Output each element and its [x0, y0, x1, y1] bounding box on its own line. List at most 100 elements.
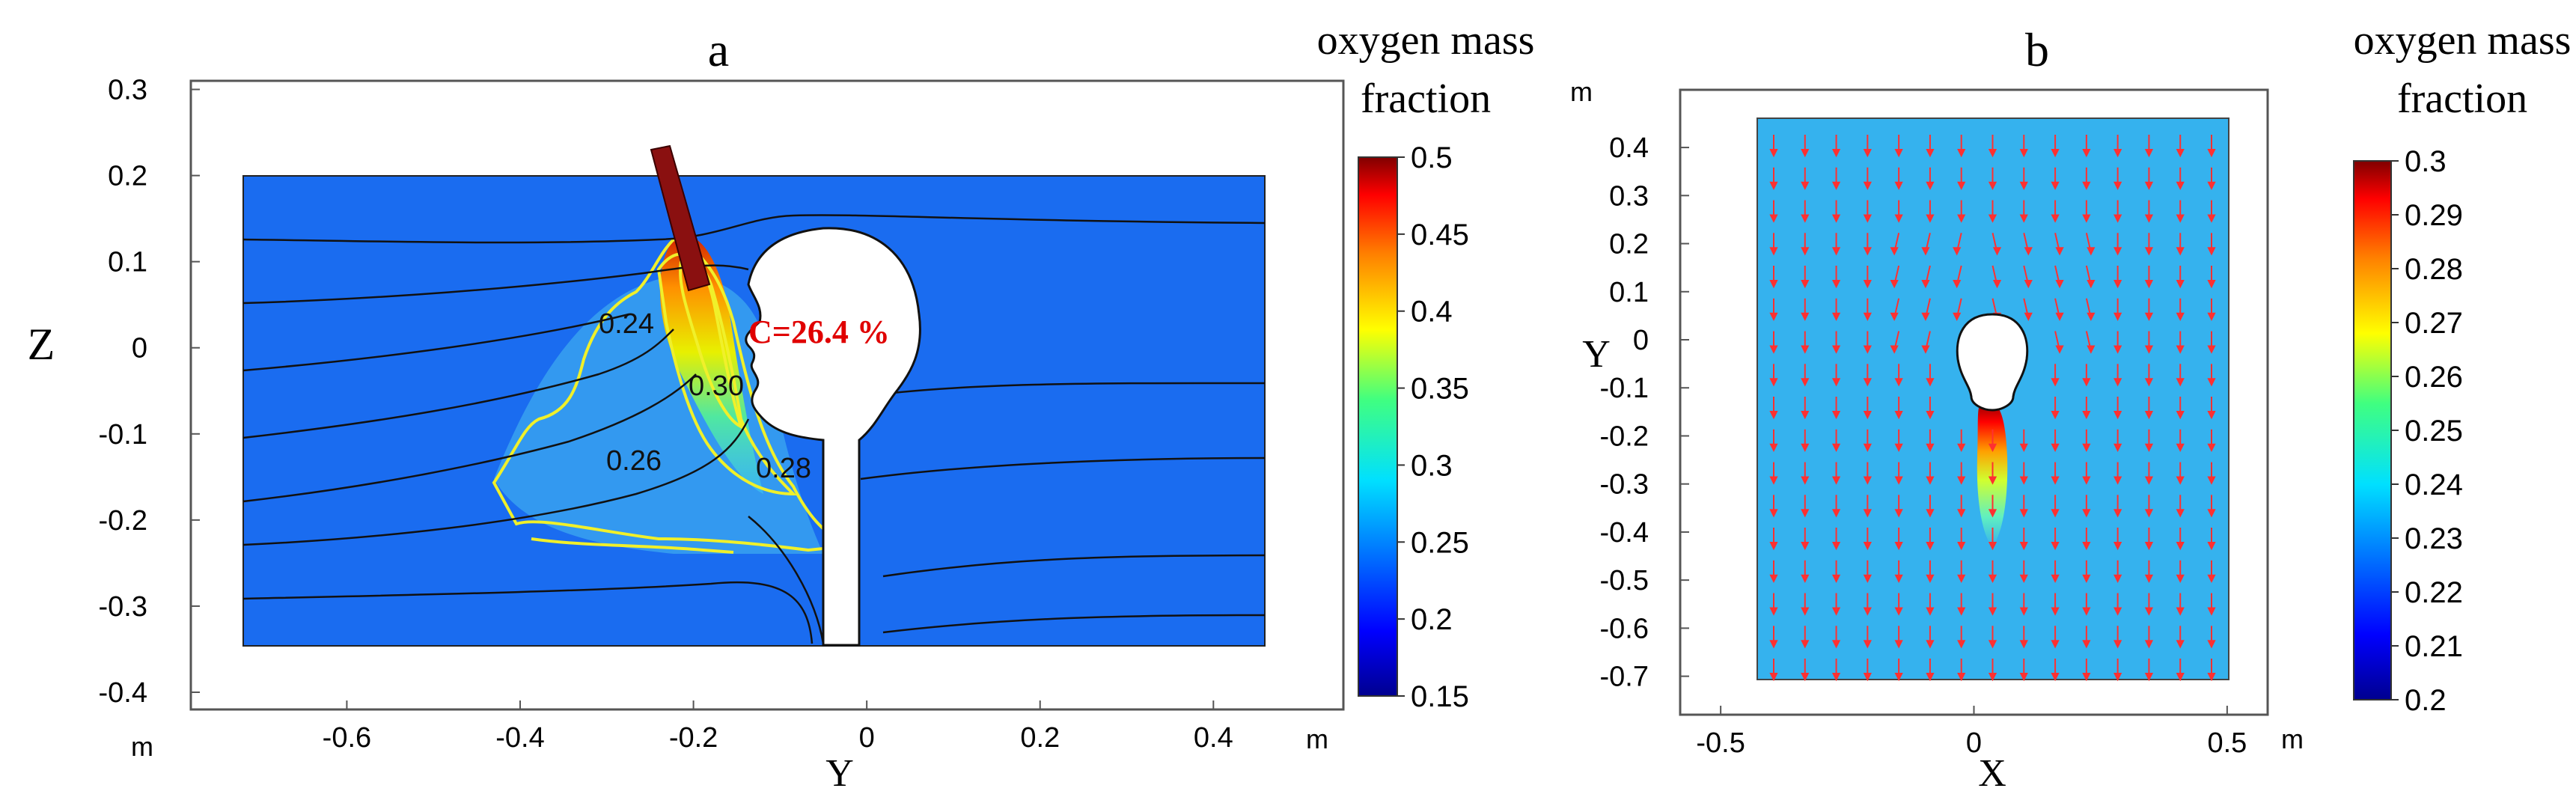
flow-arrow-head: [1988, 640, 1997, 649]
flow-arrow-head: [2176, 574, 2185, 583]
flow-arrow-head: [1957, 640, 1966, 649]
panel-b-colorbar-title-2: fraction: [2397, 76, 2527, 122]
flow-arrow-head: [1926, 214, 1935, 223]
flow-arrow-head: [1769, 312, 1778, 321]
flow-arrow-head: [2144, 542, 2154, 551]
panel-b-arrows: [1769, 135, 2216, 682]
contour-label: 0.26: [606, 445, 662, 477]
flow-arrow-head: [2207, 443, 2216, 452]
panel-b-x-ticks: -0.5 0 0.5: [1696, 706, 2247, 759]
flow-arrow-head: [2082, 181, 2091, 190]
flow-arrow-head: [2113, 640, 2122, 649]
flow-arrow-head: [2207, 280, 2216, 289]
flow-arrow-head: [1926, 149, 1935, 158]
flow-arrow-head: [2207, 411, 2216, 420]
x-tick-label: 0: [859, 722, 875, 754]
flow-arrow-head: [1863, 149, 1872, 158]
flow-arrow-head: [1988, 476, 1997, 485]
flow-arrow-head: [1769, 247, 1778, 256]
flow-arrow-head: [1957, 476, 1966, 485]
flow-arrow-head: [1831, 280, 1841, 289]
flow-arrow-head: [2207, 378, 2216, 387]
flow-arrow-head: [2176, 312, 2185, 321]
flow-arrow-head: [1863, 476, 1872, 485]
flow-arrow-head: [1801, 214, 1810, 223]
flow-arrow-head: [1926, 443, 1935, 452]
flow-arrow-head: [1926, 542, 1935, 551]
flow-arrow-head: [1957, 673, 1966, 682]
flow-arrow-head: [1831, 345, 1841, 354]
flow-arrow-head: [2176, 411, 2185, 420]
flow-arrow-head: [1863, 443, 1872, 452]
y-tick-label: -0.3: [99, 591, 147, 623]
panel-a-x-label: Y: [825, 752, 854, 795]
y-tick-label: 0.2: [1609, 229, 1649, 260]
colorbar-tick-label: 0.27: [2405, 307, 2463, 340]
flow-arrow-head: [2113, 149, 2122, 158]
flow-arrow-head: [2207, 509, 2216, 518]
x-tick-label: 0.4: [1194, 722, 1233, 754]
flow-arrow-head: [2144, 673, 2154, 682]
flow-arrow-head: [1863, 345, 1872, 354]
flow-arrow-head: [2207, 542, 2216, 551]
flow-arrow-head: [1894, 574, 1903, 583]
flow-arrow-head: [1926, 607, 1935, 616]
flow-arrow-head: [2144, 509, 2154, 518]
flow-arrow-head: [1769, 509, 1778, 518]
contour-label: 0.30: [689, 370, 744, 402]
flow-arrow-head: [2113, 378, 2122, 387]
flow-arrow-head: [1831, 640, 1841, 649]
colorbar-tick-label: 0.23: [2405, 522, 2463, 555]
flow-arrow-head: [2207, 574, 2216, 583]
flow-arrow-head: [1953, 280, 1962, 289]
flow-arrow-head: [2024, 247, 2033, 256]
flow-arrow-head: [2051, 443, 2060, 452]
colorbar-tick-label: 0.5: [1411, 141, 1453, 174]
flow-arrow-head: [1894, 181, 1903, 190]
flow-arrow-head: [1992, 280, 2002, 289]
colorbar-tick-label: 0.29: [2405, 199, 2463, 232]
panel-a-diffuse-region: [494, 275, 823, 554]
flow-arrow-head: [2176, 607, 2185, 616]
flow-arrow-head: [1863, 574, 1872, 583]
flow-arrow-head: [1801, 149, 1810, 158]
flow-arrow-head: [1894, 607, 1903, 616]
flow-arrow-head: [2144, 214, 2154, 223]
flow-arrow-head: [1926, 181, 1935, 190]
panel-b-colorbar-ticks: 0.3 0.29 0.28 0.27 0.26 0.25 0.24 0.23 0.22 0.21 0…: [2391, 145, 2463, 717]
flow-arrow-head: [2051, 476, 2060, 485]
flow-arrow-head: [1831, 378, 1841, 387]
flow-arrow-head: [2082, 607, 2091, 616]
flow-arrow-head: [1863, 509, 1872, 518]
flow-arrow-head: [2144, 280, 2154, 289]
flow-arrow-head: [2176, 673, 2185, 682]
flow-arrow-head: [2144, 181, 2154, 190]
flow-arrow-head: [2019, 673, 2028, 682]
colorbar-tick-label: 0.25: [1411, 526, 1469, 559]
flow-arrow-head: [1890, 247, 1899, 256]
flow-arrow-head: [1831, 181, 1841, 190]
flow-arrow-head: [1957, 509, 1966, 518]
y-tick-label: 0.1: [108, 247, 147, 278]
flow-arrow-head: [2019, 443, 2028, 452]
flow-arrow-head: [1926, 411, 1935, 420]
flow-arrow-head: [1831, 443, 1841, 452]
panel-a-contour-labels: 0.24 0.30 0.26 0.28: [599, 308, 811, 484]
panel-a-y-ticks: 0.3 0.2 0.1 0 -0.1 -0.2 -0.3 -0.4: [99, 75, 200, 709]
flow-arrow-head: [2207, 247, 2216, 256]
flow-arrow-head: [2087, 280, 2096, 289]
flow-arrow-head: [2082, 673, 2091, 682]
flow-arrow-head: [2082, 640, 2091, 649]
flow-arrow-head: [1831, 607, 1841, 616]
panel-a-colorbar-title-2: fraction: [1361, 76, 1491, 122]
panel-a-head-silhouette: [745, 227, 921, 647]
panel-a-colorbar-ticks: 0.5 0.45 0.4 0.35 0.3 0.25 0.2 0.15: [1397, 141, 1469, 713]
panel-b-y-ticks: 0.4 0.3 0.2 0.1 0 -0.1 -0.2 -0.3 -0.4 -0.5 -0.6 -0.…: [1600, 132, 1689, 693]
flow-arrow-head: [2019, 574, 2028, 583]
flow-arrow-head: [2082, 574, 2091, 583]
panel-a-colorbar-title-1: oxygen mass: [1317, 17, 1535, 64]
flow-arrow-head: [1769, 574, 1778, 583]
flow-arrow-head: [2082, 411, 2091, 420]
flow-arrow-head: [1863, 378, 1872, 387]
flow-arrow-head: [1769, 443, 1778, 452]
